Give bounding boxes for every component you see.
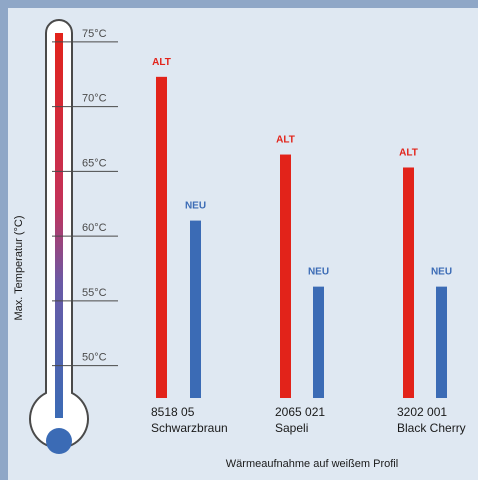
bar-tag-alt: ALT [399,147,418,158]
bar-neu [190,220,201,398]
category-code: 8518 05 [151,405,195,419]
x-axis-label: Wärmeaufnahme auf weißem Profil [226,458,398,470]
category-name: Schwarzbraun [151,421,228,435]
bar-tag-neu: NEU [308,267,329,278]
chart-panel [8,8,478,480]
category-name: Sapeli [275,421,308,435]
bar-tag-neu: NEU [431,267,452,278]
bar-tag-alt: ALT [276,135,295,146]
bar-neu [313,286,324,398]
bar-tags: ALT ALT ALT NEU NEU NEU [152,57,452,278]
bar-neu [436,286,447,398]
y-tick-label: 65°C [82,157,107,169]
bars [156,76,447,398]
category-labels: 8518 05 Schwarzbraun 2065 021 Sapeli 3202 00… [151,405,466,435]
bar-alt [280,154,291,398]
y-tick-label: 70°C [82,93,107,105]
category-code: 2065 021 [275,405,325,419]
y-tick-label: 75°C [82,28,107,40]
thermometer-icon [29,19,89,454]
bar-tag-alt: ALT [152,57,171,68]
y-axis-label: Max. Temperatur (°C) [13,215,25,320]
bar-alt [156,76,167,398]
category-name: Black Cherry [397,421,466,435]
y-tick-label: 55°C [82,287,107,299]
bar-alt [403,167,414,398]
bar-tag-neu: NEU [185,201,206,212]
y-tick-label: 60°C [82,222,107,234]
y-tick-label: 50°C [82,352,107,364]
category-code: 3202 001 [397,405,447,419]
y-axis-ticks: 50°C 55°C 60°C 65°C 70°C 75°C [52,28,118,367]
